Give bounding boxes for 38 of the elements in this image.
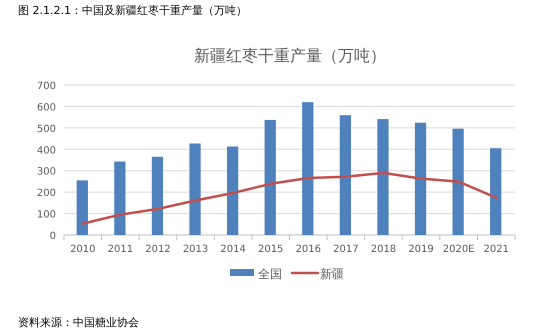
x-tick-label: 2021 bbox=[483, 244, 509, 255]
y-tick-label: 400 bbox=[36, 145, 56, 156]
bar bbox=[302, 102, 314, 235]
y-tick-label: 300 bbox=[36, 166, 56, 178]
y-tick-label: 0 bbox=[50, 231, 56, 242]
bar bbox=[340, 115, 352, 235]
bar bbox=[76, 180, 88, 235]
y-tick-label: 500 bbox=[36, 124, 56, 135]
bar bbox=[414, 122, 426, 235]
chart-title: 新疆红枣干重产量（万吨） bbox=[194, 46, 386, 65]
x-tick-label: 2012 bbox=[145, 244, 171, 255]
x-tick-label: 2015 bbox=[258, 244, 284, 255]
y-tick-label: 200 bbox=[36, 188, 56, 200]
y-tick-label: 600 bbox=[36, 102, 56, 114]
bar bbox=[490, 148, 502, 235]
x-tick-label: 2010 bbox=[70, 244, 96, 255]
line-series bbox=[82, 172, 498, 225]
x-tick-label: 2019 bbox=[408, 244, 434, 255]
x-tick-label: 2017 bbox=[333, 244, 359, 255]
bar bbox=[264, 120, 276, 235]
x-tick-label: 2014 bbox=[220, 244, 246, 255]
y-tick-label: 700 bbox=[36, 81, 56, 92]
x-tick-label: 2013 bbox=[182, 244, 208, 255]
bar bbox=[189, 144, 201, 235]
y-tick-label: 100 bbox=[36, 210, 56, 221]
bar bbox=[226, 146, 238, 235]
bar bbox=[452, 128, 464, 235]
bar bbox=[377, 119, 389, 235]
legend-label: 全国 bbox=[258, 267, 282, 281]
x-tick-label: 2011 bbox=[108, 244, 134, 255]
x-tick-label: 2016 bbox=[296, 244, 322, 255]
text: 资料来源：中国糖业协会 bbox=[18, 316, 139, 329]
x-tick-label: 2018 bbox=[370, 244, 396, 255]
bar bbox=[152, 156, 164, 235]
caption: 图 2.1.2.1：中国及新疆红枣干重产量（万吨） bbox=[18, 4, 247, 17]
legend-label: 新疆 bbox=[320, 267, 344, 281]
x-tick-label: 2020E bbox=[442, 244, 475, 255]
bar bbox=[114, 162, 126, 235]
